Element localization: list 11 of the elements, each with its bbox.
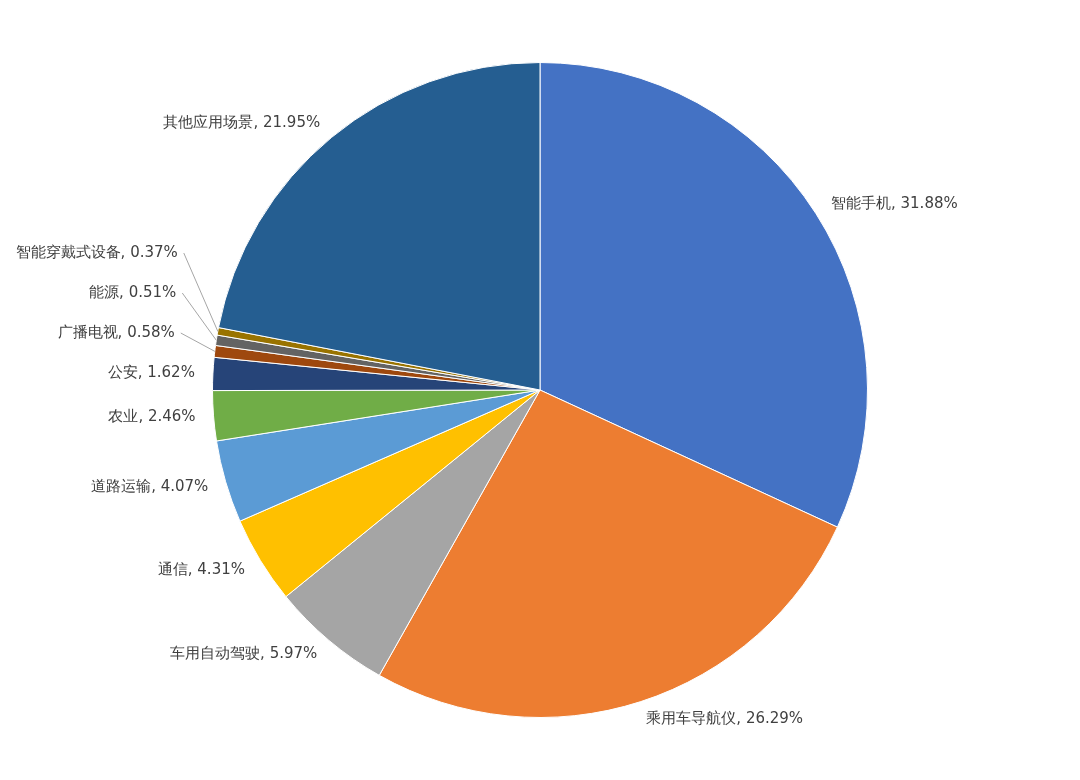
slice-label: 车用自动驾驶, 5.97% — [170, 644, 318, 663]
slice-label: 智能手机, 31.88% — [831, 193, 958, 212]
slice-label: 能源, 0.51% — [89, 282, 177, 301]
slice-label: 通信, 4.31% — [157, 559, 245, 578]
slice-label: 智能穿戴式设备, 0.37% — [15, 242, 178, 261]
slice-label: 农业, 2.46% — [108, 407, 196, 426]
slice-label: 乘用车导航仪, 26.29% — [646, 708, 804, 727]
slice-label: 其他应用场景, 21.95% — [163, 113, 321, 132]
slice-label: 公安, 1.62% — [107, 362, 195, 381]
slice-label: 道路运输, 4.07% — [91, 476, 209, 495]
slice-label: 广播电视, 0.58% — [57, 322, 175, 341]
